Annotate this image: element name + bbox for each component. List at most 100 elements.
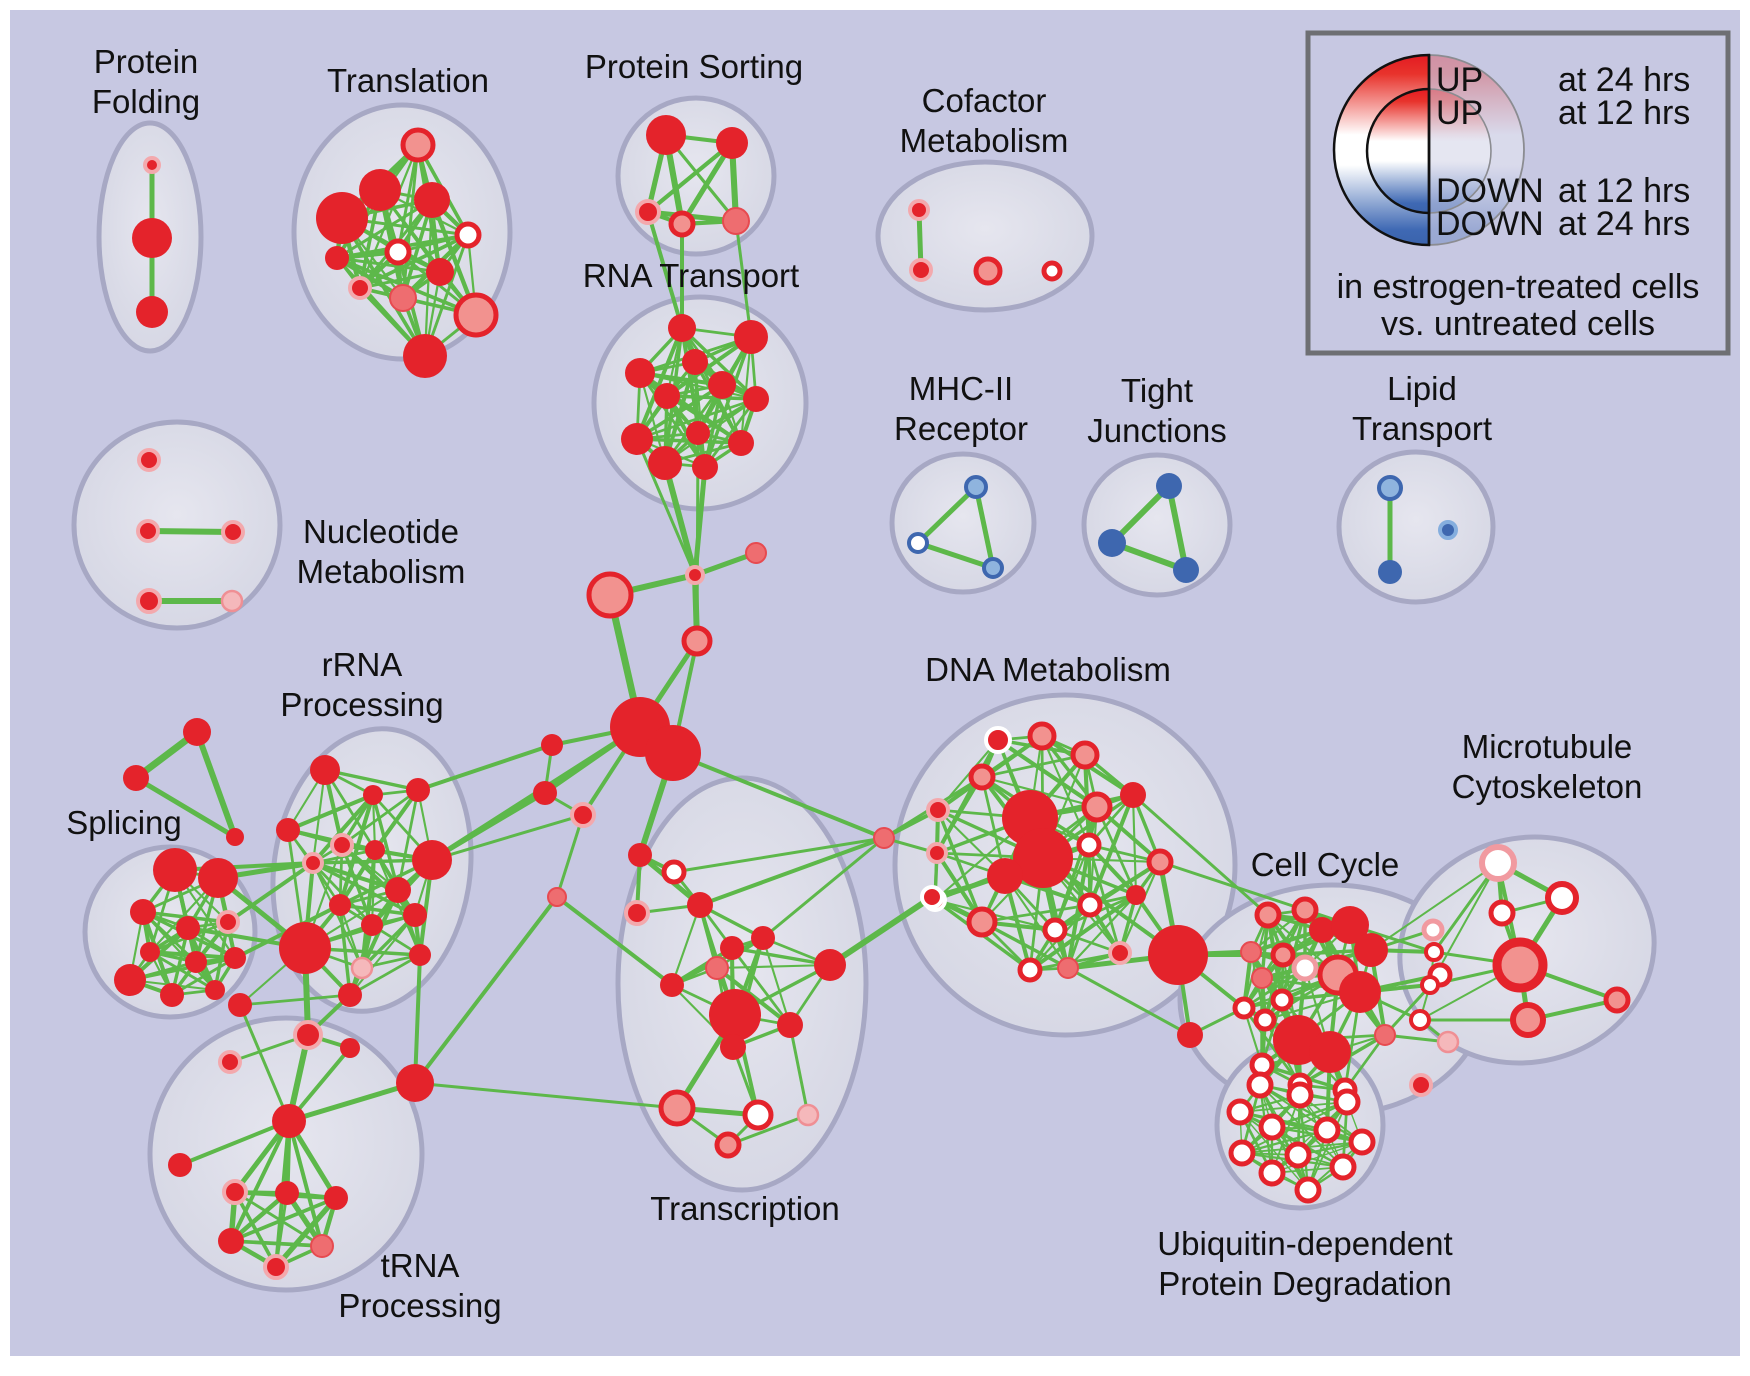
node-rna_transport-2	[625, 358, 655, 388]
node-transcription-0	[628, 843, 652, 867]
edge	[1066, 893, 1138, 970]
cluster-transcription	[615, 775, 869, 1193]
edge	[973, 484, 996, 571]
edge	[233, 1190, 324, 1248]
edge	[1053, 843, 1091, 932]
cluster-nucleotide_metabolism	[71, 419, 283, 631]
legend-inner-ring-left-icon	[1365, 87, 1431, 215]
edge	[635, 383, 724, 441]
label-cell_cycle: Cell Cycle	[1251, 846, 1400, 883]
node-microtubule_cytoskeleton-7	[1420, 975, 1440, 995]
node-transcription-2	[624, 900, 650, 926]
node-free-10	[533, 781, 557, 805]
node-cell_cycle-5	[1240, 941, 1262, 963]
node-rrna_processing-5	[365, 840, 385, 860]
label-cofactor_metabolism: Cofactor Metabolism	[900, 82, 1069, 159]
edge	[680, 326, 758, 401]
legend: UP at 24 hrs UP at 12 hrs DOWN at 12 hrs…	[1305, 30, 1731, 356]
node-splicing-3	[176, 916, 200, 940]
edge	[730, 946, 832, 967]
node-free-14	[920, 885, 944, 909]
node-rna_transport-9	[728, 430, 754, 456]
node-cell_cycle-19	[1374, 1024, 1396, 1046]
node-cofactor_metabolism-2	[973, 256, 1003, 286]
node-rrna_processing-1	[363, 785, 383, 805]
legend-down-inner-label: DOWN	[1436, 172, 1544, 210]
edge	[194, 729, 238, 840]
node-mhc_ii_receptor-2	[982, 557, 1004, 579]
node-splicing-5	[140, 942, 160, 962]
node-ubiquitin_degradation-2	[1333, 1088, 1361, 1116]
node-trna_processing-1	[168, 1153, 192, 1177]
node-rrna_processing-14	[338, 983, 362, 1007]
edge	[229, 1196, 338, 1243]
cluster-mhc_ii_receptor	[889, 451, 1037, 595]
node-translation-4	[384, 238, 412, 266]
edge	[396, 143, 420, 254]
node-transcription-13	[742, 1099, 774, 1131]
node-nucleotide_metabolism-3	[136, 588, 162, 614]
edge	[1239, 1111, 1309, 1191]
label-rna_transport: RNA Transport	[583, 257, 799, 294]
edge	[635, 397, 758, 441]
node-rna_transport-8	[686, 421, 710, 445]
node-cell_cycle-20	[1409, 1073, 1433, 1097]
legend-down-outer-time: at 24 hrs	[1558, 205, 1690, 243]
node-rna_transport-7	[621, 423, 653, 455]
node-protein_folding-2	[136, 296, 168, 328]
node-cofactor_metabolism-3	[1041, 260, 1063, 282]
edge	[173, 861, 315, 872]
node-splicing-0	[153, 848, 197, 892]
node-dna_metabolism-2	[1070, 740, 1100, 770]
edge	[936, 808, 984, 924]
node-rna_transport-11	[692, 454, 718, 480]
node-microtubule_cytoskeleton-8	[1409, 1009, 1431, 1031]
label-dna_metabolism: DNA Metabolism	[925, 651, 1171, 688]
node-transcription-7	[660, 973, 684, 997]
node-translation-1	[359, 169, 401, 211]
node-tight_junctions-2	[1173, 557, 1199, 583]
node-rna_transport-3	[682, 349, 708, 375]
node-ubiquitin_degradation-6	[1348, 1128, 1376, 1156]
node-rna_transport-6	[743, 386, 769, 412]
node-protein_sorting-4	[722, 207, 750, 235]
edge	[730, 946, 792, 1027]
node-splicing-2	[130, 899, 156, 925]
node-transcription-12	[658, 1089, 696, 1127]
node-dna_metabolism-16	[1126, 885, 1146, 905]
node-transcription-3	[687, 892, 713, 918]
edge	[337, 792, 376, 908]
edge	[229, 1119, 291, 1243]
edge	[335, 256, 442, 274]
node-dna_metabolism-19	[1017, 957, 1043, 983]
node-dna_metabolism-4	[926, 798, 950, 822]
label-mhc_ii_receptor: MHC-II Receptor	[894, 370, 1028, 447]
node-cell_cycle-0	[1254, 901, 1282, 929]
node-ubiquitin_degradation-1	[1286, 1081, 1314, 1109]
edge	[634, 325, 685, 442]
node-cell_cycle-10	[1251, 967, 1273, 989]
node-free-16	[1177, 1022, 1203, 1048]
legend-up-inner-label: UP	[1436, 94, 1483, 132]
node-dna_metabolism-8	[1120, 782, 1146, 808]
node-ubiquitin_degradation-10	[1258, 1159, 1286, 1187]
edge	[360, 913, 417, 970]
node-dna_metabolism-10	[1146, 848, 1174, 876]
cluster-lipid_transport	[1336, 449, 1496, 605]
edge	[662, 460, 698, 578]
label-tight_junctions: Tight Junctions	[1087, 372, 1226, 449]
edge	[287, 1119, 324, 1248]
node-microtubule_cytoskeleton-5	[1603, 986, 1631, 1014]
edge	[670, 903, 702, 987]
edge	[645, 140, 735, 215]
edge	[311, 861, 374, 927]
edge	[635, 437, 697, 577]
node-rrna_processing-3	[330, 833, 354, 857]
edge	[371, 793, 400, 892]
edge	[980, 903, 1092, 924]
legend-caption-line2: vs. untreated cells	[1381, 305, 1655, 343]
node-ubiquitin_degradation-3	[1226, 1098, 1254, 1126]
node-cell_cycle-12	[1232, 996, 1256, 1020]
node-protein_sorting-0	[646, 115, 686, 155]
